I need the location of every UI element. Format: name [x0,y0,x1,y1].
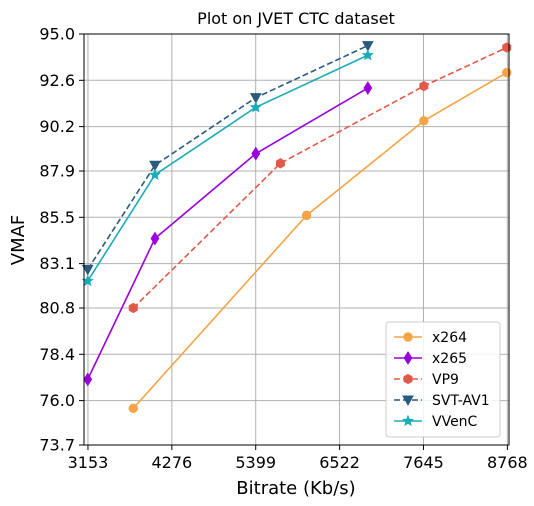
series-vp9 [128,42,512,314]
data-point-x265 [251,146,261,161]
legend-marker [402,395,414,407]
x-axis-title: Bitrate (Kb/s) [236,478,355,499]
legend-marker [403,332,413,342]
legend-label: VP9 [432,372,459,388]
legend-box [385,321,501,438]
legend-label: SVT-AV1 [432,393,490,409]
x-tick-label: 3153 [68,453,109,472]
data-point-vp9 [128,302,138,314]
data-point-vvenc [361,48,374,61]
legend-item-vvenc: VVenC [394,414,478,430]
legend-label: VVenC [432,414,478,430]
data-point-vp9 [502,42,512,53]
data-point-x265 [150,231,160,246]
data-point-vp9 [275,158,285,169]
x-tick-label: 4276 [151,453,192,472]
series-line-svt-av1 [87,44,369,270]
data-point-svt-av1 [249,93,262,104]
legend-item-svt-av1: SVT-AV1 [394,393,490,409]
data-point-vvenc [148,168,161,180]
data-point-svt-av1 [81,264,94,276]
y-tick-label: 85.5 [39,208,75,227]
y-tick-label: 95.0 [39,25,75,44]
data-point-vp9 [419,80,429,92]
y-tick-label: 78.4 [39,345,75,364]
legend-marker [403,373,413,385]
data-point-svt-av1 [361,41,374,52]
series-line-vvenc [87,54,369,282]
data-point-svt-av1 [149,160,161,172]
series-vvenc [81,48,374,287]
legend-label: x264 [432,330,467,346]
legend-label: x265 [432,351,467,367]
data-point-x265 [83,372,93,387]
y-tick-label: 92.6 [39,71,75,90]
x-tick-label: 8768 [487,453,528,472]
series-line-x265 [87,87,369,380]
y-tick-label: 90.2 [39,117,75,136]
legend-item-x265: x265 [394,351,467,367]
data-point-vvenc [249,100,262,113]
y-tick-label: 76.0 [39,391,75,410]
legend-marker [401,414,415,427]
y-tick-label: 73.7 [39,436,75,455]
legend-item-vp9: VP9 [394,372,459,388]
legend: x264 x265 VP9 SVT-AV1 VVenC [385,321,501,438]
chart-title: Plot on JVET CTC dataset [197,9,395,28]
series-line-vp9 [132,46,508,309]
legend-item-x264: x264 [394,330,467,346]
data-point-x265 [363,81,373,95]
x-tick-label: 5399 [235,453,276,472]
x-tick-label: 7645 [403,453,444,472]
y-tick-label: 80.8 [39,299,75,318]
legend-marker [403,351,413,365]
data-point-x264 [419,116,429,126]
data-point-x264 [301,210,312,221]
series-svt-av1 [81,41,374,276]
series-line-x264 [132,71,508,409]
series-x264 [128,67,512,414]
y-axis-title: VMAF [8,215,29,266]
series-layer [81,41,512,414]
data-point-x264 [128,403,138,414]
y-tick-label: 87.9 [39,162,75,181]
data-point-x264 [502,67,512,78]
tick-layer: 3153 4276 5399 6522 7645 8768 73.7 76.0 78.4 80.8… [39,25,527,473]
plot-frame [83,33,510,446]
y-tick-label: 83.1 [39,254,75,273]
grid-lines [84,33,509,446]
series-x265 [83,81,373,387]
x-tick-label: 6522 [319,453,360,472]
